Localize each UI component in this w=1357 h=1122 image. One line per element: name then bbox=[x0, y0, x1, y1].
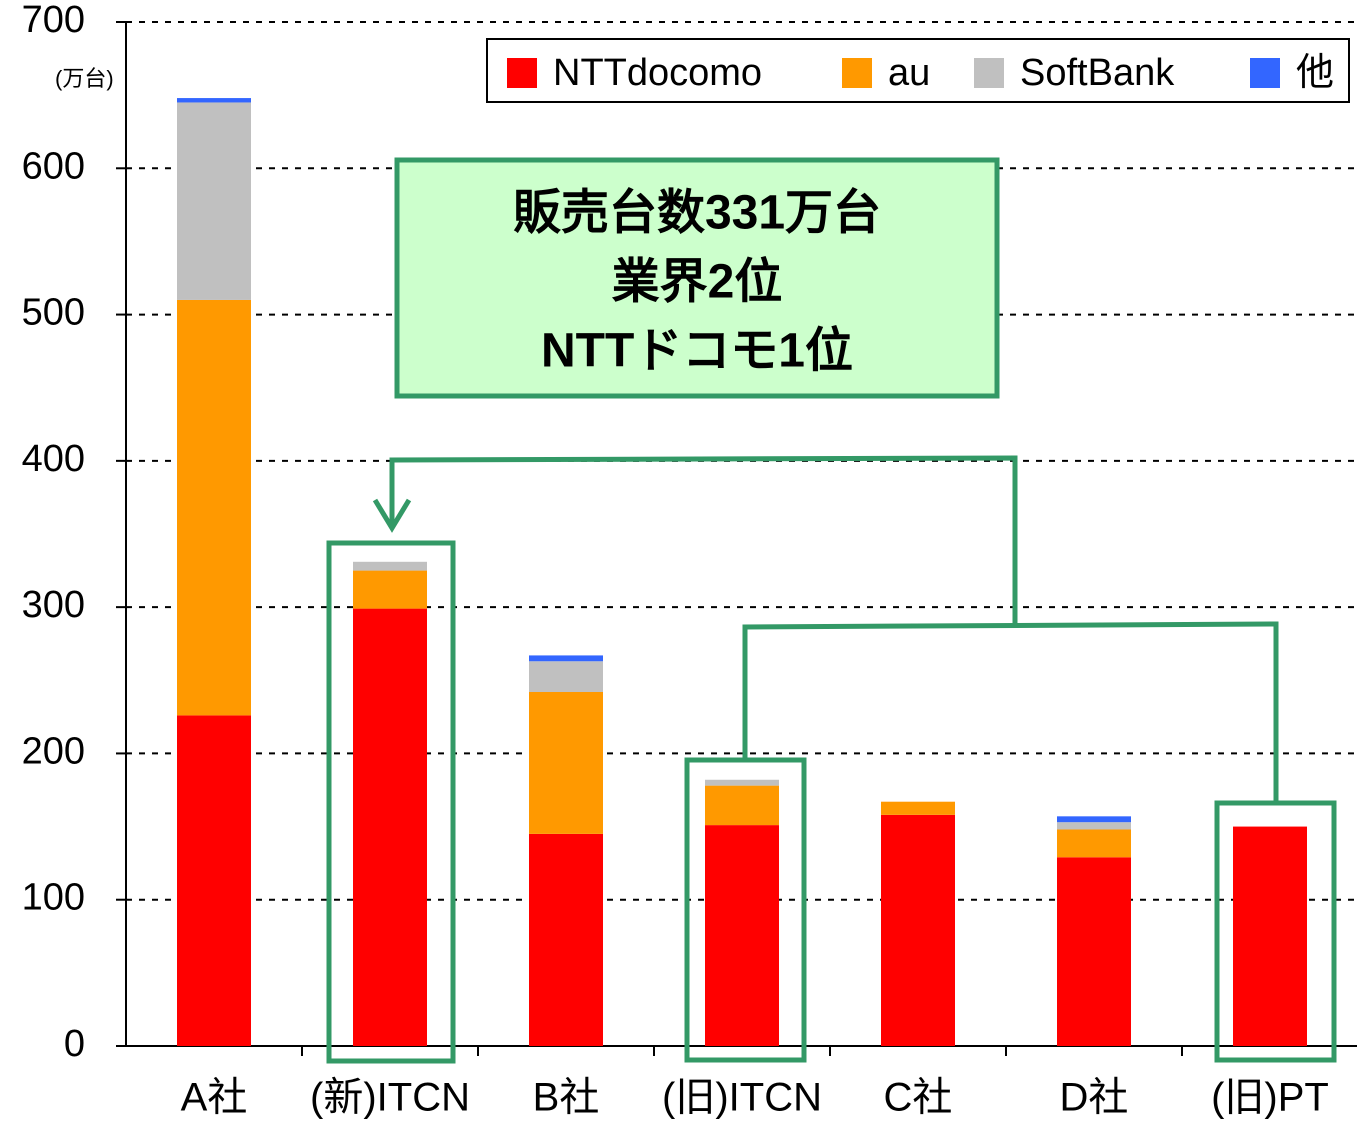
bar-segment bbox=[177, 98, 251, 103]
x-tick-label: (旧)PT bbox=[1211, 1076, 1329, 1120]
bar-segment bbox=[1057, 822, 1131, 830]
bar-segment bbox=[529, 833, 603, 1046]
y-tick-label: 300 bbox=[22, 584, 85, 626]
bar-segment bbox=[177, 299, 251, 716]
legend-swatch bbox=[974, 58, 1004, 88]
connector bbox=[389, 455, 1018, 625]
x-tick-label: D社 bbox=[1060, 1076, 1129, 1120]
y-tick-label: 0 bbox=[64, 1023, 85, 1065]
bar-segment bbox=[705, 785, 779, 826]
y-tick-label: 400 bbox=[22, 438, 85, 480]
annotation: NTTドコモ1位 bbox=[541, 325, 853, 378]
highlight-box bbox=[326, 540, 456, 1064]
bar-segment bbox=[529, 661, 603, 692]
legend bbox=[486, 38, 1350, 103]
bar-segment bbox=[353, 570, 427, 609]
x-tick-label: A社 bbox=[181, 1076, 248, 1120]
bar-segment bbox=[1233, 826, 1307, 1046]
y-tick-label: 500 bbox=[22, 292, 85, 334]
legend-swatch bbox=[1250, 58, 1280, 88]
bar-segment bbox=[1057, 857, 1131, 1046]
legend-swatch bbox=[842, 58, 872, 88]
annotation: 販売台数331万台 bbox=[513, 187, 881, 240]
legend-label: NTTdocomo bbox=[553, 52, 762, 94]
bar-segment bbox=[529, 655, 603, 662]
legend-label: 他 bbox=[1296, 52, 1334, 94]
legend-label: SoftBank bbox=[1020, 52, 1175, 94]
arrow-head bbox=[372, 498, 412, 533]
y-tick-label: 100 bbox=[22, 877, 85, 919]
x-tick-label: (旧)ITCN bbox=[662, 1076, 822, 1120]
annotation: 業界2位 bbox=[612, 256, 783, 309]
y-tick-label: 200 bbox=[22, 730, 85, 772]
y-tick-label: 700 bbox=[22, 0, 85, 41]
x-tick-label: C社 bbox=[884, 1076, 953, 1120]
legend-label: au bbox=[888, 52, 930, 94]
bar-segment bbox=[353, 608, 427, 1046]
bar-segment bbox=[881, 801, 955, 815]
bar-segment bbox=[1057, 816, 1131, 823]
bar-segment bbox=[529, 691, 603, 834]
legend-swatch bbox=[507, 58, 537, 88]
bar-segment bbox=[705, 779, 779, 786]
annotation-box bbox=[394, 157, 1000, 399]
y-tick-label: 600 bbox=[22, 145, 85, 187]
bar-segment bbox=[353, 561, 427, 571]
x-tick-label: B社 bbox=[533, 1076, 600, 1120]
connector bbox=[742, 621, 1279, 803]
bar-segment bbox=[177, 102, 251, 300]
highlight-frames bbox=[326, 455, 1337, 1064]
bar-segment bbox=[881, 814, 955, 1046]
bar-segment bbox=[1057, 829, 1131, 858]
bar-segment bbox=[705, 825, 779, 1046]
x-tick-label: (新)ITCN bbox=[310, 1076, 470, 1120]
bar-segment bbox=[177, 715, 251, 1046]
y-unit-label: (万台) bbox=[55, 66, 114, 91]
